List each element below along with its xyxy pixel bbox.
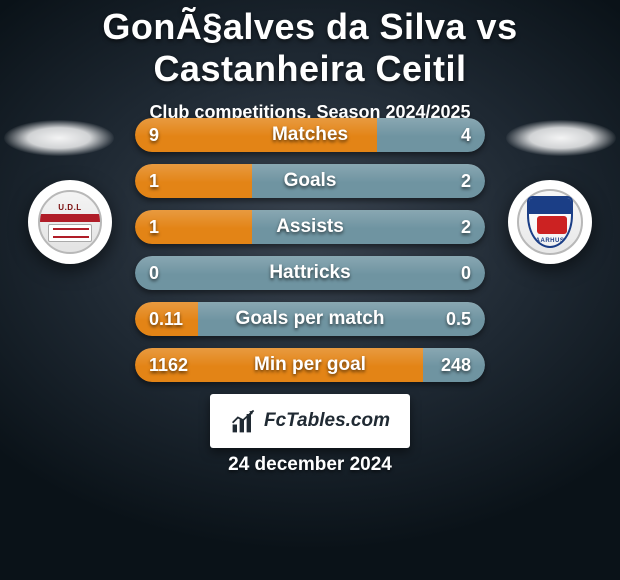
- stat-row: Hattricks0 0: [135, 256, 485, 290]
- stat-value-right: 2: [461, 210, 471, 244]
- stat-label: Hattricks: [135, 256, 485, 290]
- stat-label: Matches: [135, 118, 485, 152]
- stat-row: Matches9 4: [135, 118, 485, 152]
- crest-right-shield: AARHUS: [527, 196, 573, 248]
- comparison-card: GonÃ§alves da Silva vs Castanheira Ceiti…: [0, 0, 620, 580]
- stat-label: Goals: [135, 164, 485, 198]
- stat-value-left: 1: [149, 164, 159, 198]
- stat-row: Goals per match0.11 0.5: [135, 302, 485, 336]
- stat-value-left: 0: [149, 256, 159, 290]
- team-crest-left: U.D.L: [38, 190, 102, 254]
- stat-value-left: 0.11: [149, 302, 183, 336]
- stat-value-right: 0: [461, 256, 471, 290]
- team-badge-left: U.D.L: [28, 180, 112, 264]
- team-badge-right: AARHUS: [508, 180, 592, 264]
- spotlight-left: [4, 120, 114, 156]
- crest-left-panel: [48, 224, 92, 242]
- stat-value-right: 0.5: [446, 302, 471, 336]
- spotlight-right: [506, 120, 616, 156]
- stat-value-right: 2: [461, 164, 471, 198]
- stat-bars: Matches94Goals12Assists12Hattricks00Goal…: [135, 118, 485, 394]
- stat-label: Assists: [135, 210, 485, 244]
- crest-left-text: U.D.L: [58, 203, 81, 212]
- stat-label: Goals per match: [135, 302, 485, 336]
- stat-value-left: 9: [149, 118, 159, 152]
- bar-chart-icon: [230, 407, 258, 435]
- brand-text: FcTables.com: [264, 410, 390, 432]
- stat-value-right: 4: [461, 118, 471, 152]
- stat-value-right: 248: [441, 348, 471, 382]
- stat-row: Assists1 2: [135, 210, 485, 244]
- date-text: 24 december 2024: [0, 454, 620, 476]
- stat-value-left: 1162: [149, 348, 188, 382]
- page-title: GonÃ§alves da Silva vs Castanheira Ceiti…: [0, 0, 620, 90]
- stat-row: Goals1 2: [135, 164, 485, 198]
- brand-box: FcTables.com: [210, 394, 410, 448]
- crest-right-text: AARHUS: [529, 238, 571, 244]
- stat-value-left: 1: [149, 210, 159, 244]
- crest-left-stripe: [40, 214, 100, 222]
- team-crest-right: AARHUS: [517, 189, 583, 255]
- stat-row: Min per goal1162248: [135, 348, 485, 382]
